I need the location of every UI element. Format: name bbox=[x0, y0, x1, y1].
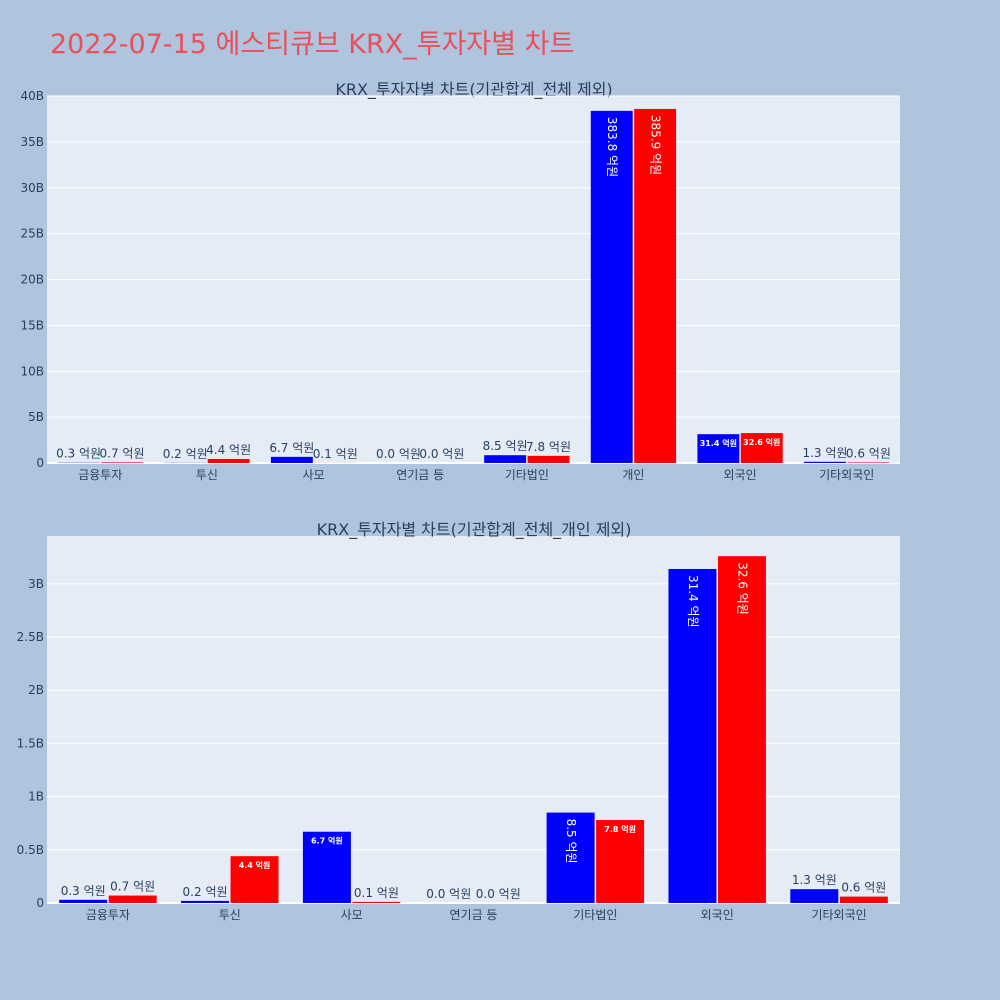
bar-sell bbox=[634, 108, 677, 463]
bar-buy bbox=[804, 461, 846, 463]
x-tick-label: 투신 bbox=[196, 468, 218, 482]
bar-sell bbox=[596, 820, 645, 903]
data-label: 0.2 억원 bbox=[183, 885, 228, 899]
data-label: 0.6 억원 bbox=[841, 881, 886, 895]
data-label: 0.2 억원 bbox=[163, 447, 208, 461]
bar-buy bbox=[590, 110, 633, 464]
x-tick-label: 외국인 bbox=[724, 468, 757, 482]
data-label: 0.0 억원 bbox=[376, 447, 421, 461]
x-tick-label: 개인 bbox=[622, 468, 644, 482]
bar-sell bbox=[101, 462, 143, 463]
data-label: 0.7 억원 bbox=[100, 446, 145, 460]
bar-buy bbox=[697, 434, 740, 463]
bar-sell bbox=[717, 556, 766, 903]
x-tick-label: 연기금 등 bbox=[450, 908, 498, 922]
y-tick-label: 20B bbox=[20, 273, 44, 287]
x-tick-label: 기타법인 bbox=[573, 908, 617, 922]
data-label: 1.3 억원 bbox=[792, 873, 837, 887]
bar-buy bbox=[270, 456, 313, 463]
x-tick-label: 사모 bbox=[303, 468, 325, 482]
bar-sell bbox=[527, 455, 570, 463]
chart-title-top: KRX_투자자별 차트(기관합계_전체 제외) bbox=[335, 80, 612, 100]
y-tick-label: 1B bbox=[28, 790, 44, 804]
bar-buy bbox=[546, 812, 595, 903]
data-label: 8.5 억원 bbox=[564, 819, 578, 864]
y-tick-label: 2.5B bbox=[17, 630, 44, 644]
bar-sell bbox=[352, 901, 401, 903]
y-tick-label: 25B bbox=[20, 227, 44, 241]
data-label: 0.6 억원 bbox=[846, 446, 891, 460]
data-label: 31.4 억원 bbox=[686, 575, 700, 628]
y-tick-label: 40B bbox=[20, 89, 44, 103]
bar-sell bbox=[108, 895, 157, 903]
data-label: 0.0 억원 bbox=[476, 887, 521, 901]
data-label: 0.3 억원 bbox=[61, 884, 106, 898]
y-tick-label: 30B bbox=[20, 181, 44, 195]
bar-buy bbox=[59, 899, 108, 903]
data-label: 32.6 억원 bbox=[735, 562, 749, 615]
y-tick-label: 2B bbox=[28, 683, 44, 697]
chart-title-bottom: KRX_투자자별 차트(기관합계_전체_개인 제외) bbox=[317, 520, 632, 540]
data-label: 32.6 억원 bbox=[743, 437, 780, 447]
bar-buy bbox=[790, 889, 839, 903]
x-tick-label: 사모 bbox=[341, 908, 363, 922]
data-label: 7.8 억원 bbox=[526, 440, 571, 454]
bar-sell bbox=[847, 462, 890, 463]
page-title: 2022-07-15 에스티큐브 KRX_투자자별 차트 bbox=[50, 29, 575, 60]
data-label: 4.4 억원 bbox=[239, 860, 271, 870]
x-tick-label: 금융투자 bbox=[86, 908, 130, 922]
y-tick-label: 10B bbox=[20, 364, 44, 378]
bar-buy bbox=[302, 831, 351, 903]
data-label: 7.8 억원 bbox=[604, 824, 636, 834]
y-tick-label: 35B bbox=[20, 135, 44, 149]
y-tick-label: 0.5B bbox=[17, 843, 44, 857]
data-label: 0.1 억원 bbox=[313, 447, 358, 461]
data-label: 0.3 억원 bbox=[56, 447, 101, 461]
data-label: 4.4 억원 bbox=[206, 443, 251, 457]
data-label: 383.8 억원 bbox=[605, 117, 619, 177]
bar-buy bbox=[484, 455, 527, 463]
data-label: 6.7 억원 bbox=[269, 441, 314, 455]
x-tick-label: 금융투자 bbox=[78, 468, 122, 482]
data-label: 31.4 억원 bbox=[700, 438, 737, 448]
data-label: 0.0 억원 bbox=[419, 447, 464, 461]
x-tick-label: 기타외국인 bbox=[819, 468, 874, 482]
y-tick-label: 3B bbox=[28, 577, 44, 591]
y-tick-label: 0 bbox=[36, 896, 44, 910]
data-label: 1.3 억원 bbox=[802, 446, 847, 460]
data-label: 6.7 억원 bbox=[311, 836, 343, 846]
x-tick-label: 연기금 등 bbox=[396, 468, 444, 482]
bar-buy bbox=[181, 900, 230, 903]
y-tick-label: 0 bbox=[36, 456, 44, 470]
bar-sell bbox=[207, 458, 250, 463]
x-tick-label: 기타법인 bbox=[505, 468, 549, 482]
data-label: 0.7 억원 bbox=[110, 880, 155, 894]
data-label: 0.0 억원 bbox=[426, 887, 471, 901]
data-label: 8.5 억원 bbox=[483, 439, 528, 453]
bar-buy bbox=[668, 568, 717, 903]
data-label: 385.9 억원 bbox=[649, 115, 663, 175]
bar-sell bbox=[230, 856, 279, 903]
x-tick-label: 투신 bbox=[219, 908, 241, 922]
chart-top: KRX_투자자별 차트(기관합계_전체 제외) 0 5B 10B 15B 20B 25B 3… bbox=[20, 80, 900, 482]
y-tick-label: 5B bbox=[28, 410, 44, 424]
data-label: 0.1 억원 bbox=[354, 886, 399, 900]
x-tick-label: 외국인 bbox=[701, 908, 734, 922]
y-tick-label: 1.5B bbox=[17, 736, 44, 750]
y-tick-label: 15B bbox=[20, 318, 44, 332]
x-tick-label: 기타외국인 bbox=[811, 908, 866, 922]
plot-area-bottom bbox=[47, 536, 900, 903]
bar-sell bbox=[740, 433, 783, 463]
chart-bottom: KRX_투자자별 차트(기관합계_전체_개인 제외) 0 0.5B 1B 1.5B 2B… bbox=[17, 520, 900, 922]
bar-sell bbox=[839, 896, 888, 903]
